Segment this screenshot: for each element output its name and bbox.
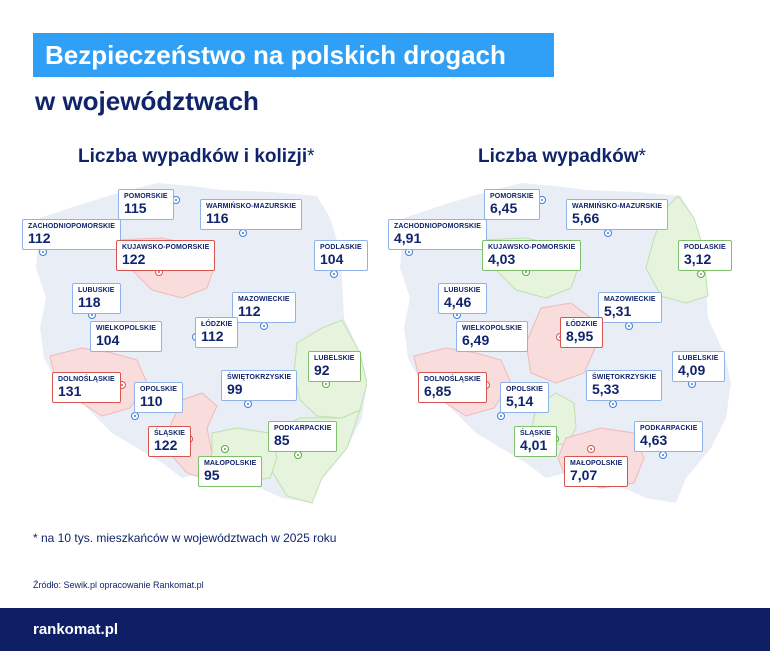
right-label-warminsko: WARMIŃSKO-MAZURSKIE 5,66 (566, 199, 669, 230)
right-label-mazowieckie: MAZOWIECKIE 5,31 (598, 292, 662, 323)
right-label-zachodnio: ZACHODNIOPOMORSKIE 4,91 (388, 219, 487, 250)
right-label-kujawsko: KUJAWSKO-POMORSKIE 4,03 (482, 240, 582, 271)
right-dot-warminsko (604, 229, 612, 237)
left-label-kujawsko: KUJAWSKO-POMORSKIE 122 (116, 240, 216, 271)
right-label-podlaskie: PODLASKIE 3,12 (678, 240, 732, 271)
footer-bar: rankomat.pl (0, 608, 770, 651)
left-map-title: Liczba wypadków i kolizji* (78, 146, 315, 167)
left-label-lubuskie: LUBUSKIE 118 (72, 283, 121, 314)
page-title: Bezpieczeństwo na polskich drogach (33, 33, 554, 77)
left-label-pomorskie: POMORSKIE 115 (118, 189, 174, 220)
footnote: * na 10 tys. mieszkańców w województwach… (33, 531, 337, 545)
right-dot-mazowieckie (625, 322, 633, 330)
right-dot-swietokrzyskie (609, 400, 617, 408)
right-dot-malopolskie (587, 445, 595, 453)
left-dot-mazowieckie (260, 322, 268, 330)
right-label-lubelskie: LUBELSKIE 4,09 (672, 351, 725, 382)
right-label-opolskie: OPOLSKIE 5,14 (500, 382, 549, 413)
right-label-lubuskie: LUBUSKIE 4,46 (438, 283, 487, 314)
right-label-slaskie: ŚLĄSKIE 4,01 (514, 426, 558, 457)
left-label-lubelskie: LUBELSKIE 92 (308, 351, 361, 382)
left-dot-malopolskie (221, 445, 229, 453)
right-label-pomorskie: POMORSKIE 6,45 (484, 189, 540, 220)
right-label-swietokrzyskie: ŚWIĘTOKRZYSKIE 5,33 (586, 370, 663, 401)
left-label-lodzkie: ŁÓDZKIE 112 (195, 317, 239, 348)
left-label-malopolskie: MAŁOPOLSKIE 95 (198, 456, 263, 487)
left-dot-swietokrzyskie (244, 400, 252, 408)
right-map-title: Liczba wypadków* (478, 146, 646, 167)
source-note: Źródło: Sewik.pl opracowanie Rankomat.pl (33, 580, 204, 590)
left-dot-opolskie (131, 412, 139, 420)
right-label-lodzkie: ŁÓDZKIE 8,95 (560, 317, 604, 348)
page-subtitle: w województwach (35, 86, 259, 116)
rankomat-logo[interactable]: rankomat.pl (33, 621, 119, 638)
right-label-podkarpackie: PODKARPACKIE 4,63 (634, 421, 704, 452)
left-label-dolnoslaskie: DOLNOŚLĄSKIE 131 (52, 372, 121, 403)
right-dot-podlaskie (697, 270, 705, 278)
left-dot-warminsko (239, 229, 247, 237)
right-dot-podkarpackie (659, 451, 667, 459)
left-dot-podlaskie (330, 270, 338, 278)
right-label-dolnoslaskie: DOLNOŚLĄSKIE 6,85 (418, 372, 487, 403)
left-label-wielkopolskie: WIELKOPOLSKIE 104 (90, 321, 163, 352)
left-label-opolskie: OPOLSKIE 110 (134, 382, 183, 413)
left-label-warminsko: WARMIŃSKO-MAZURSKIE 116 (200, 199, 303, 230)
left-label-podkarpackie: PODKARPACKIE 85 (268, 421, 338, 452)
right-dot-opolskie (497, 412, 505, 420)
left-label-zachodnio: ZACHODNIOPOMORSKIE 112 (22, 219, 121, 250)
left-label-slaskie: ŚLĄSKIE 122 (148, 426, 192, 457)
right-label-malopolskie: MAŁOPOLSKIE 7,07 (564, 456, 629, 487)
left-label-mazowieckie: MAZOWIECKIE 112 (232, 292, 296, 323)
left-label-swietokrzyskie: ŚWIĘTOKRZYSKIE 99 (221, 370, 298, 401)
left-label-podlaskie: PODLASKIE 104 (314, 240, 368, 271)
left-dot-podkarpackie (294, 451, 302, 459)
right-label-wielkopolskie: WIELKOPOLSKIE 6,49 (456, 321, 529, 352)
